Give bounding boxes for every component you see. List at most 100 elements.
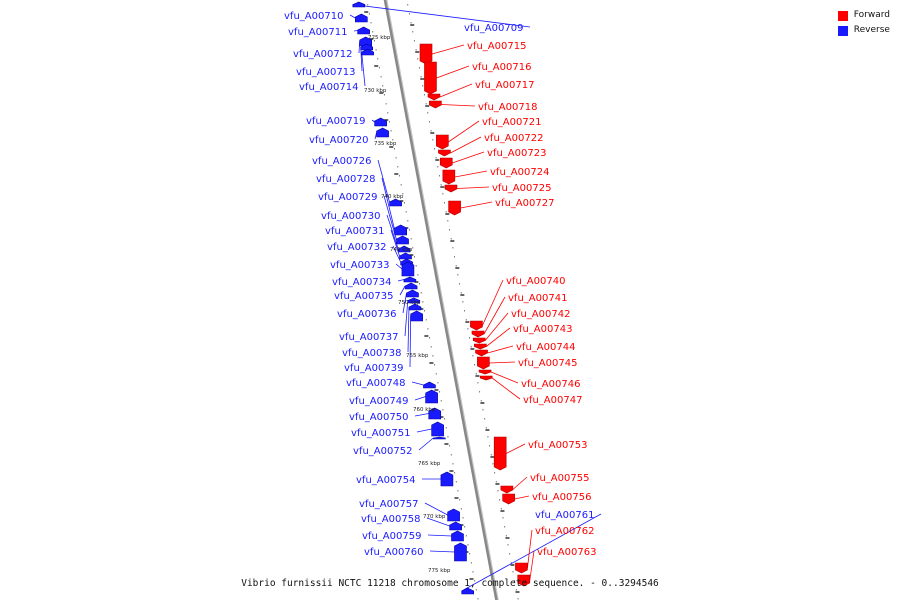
gene-arrow[interactable] — [438, 149, 451, 157]
gene-label[interactable]: vfu_A00737 — [339, 332, 398, 343]
gene-label[interactable]: vfu_A00748 — [346, 378, 405, 389]
gene-label[interactable]: vfu_A00710 — [284, 11, 343, 22]
gene-label[interactable]: vfu_A00749 — [349, 396, 408, 407]
gene-label[interactable]: vfu_A00761 — [535, 510, 594, 521]
gene-arrow[interactable] — [461, 587, 475, 595]
gene-label[interactable]: vfu_A00724 — [490, 167, 549, 178]
gene-arrow[interactable] — [471, 330, 485, 338]
gene-label[interactable]: vfu_A00745 — [518, 358, 577, 369]
gene-arrow[interactable] — [470, 320, 483, 331]
gene-label[interactable]: vfu_A00754 — [356, 475, 415, 486]
gene-label[interactable]: vfu_A00720 — [309, 135, 368, 146]
gene-label[interactable]: vfu_A00738 — [342, 348, 401, 359]
gene-arrow[interactable] — [403, 276, 417, 283]
gene-arrow[interactable] — [451, 530, 464, 542]
gene-label[interactable]: vfu_A00747 — [523, 395, 582, 406]
gene-label[interactable]: vfu_A00714 — [299, 82, 358, 93]
gene-arrow[interactable] — [410, 310, 423, 322]
gene-label[interactable]: vfu_A00736 — [337, 309, 396, 320]
gene-label[interactable]: vfu_A00734 — [332, 277, 391, 288]
gene-arrow[interactable] — [397, 245, 411, 253]
gene-arrow[interactable] — [427, 93, 441, 101]
gene-arrow[interactable] — [448, 200, 461, 216]
gene-label[interactable]: vfu_A00743 — [513, 324, 572, 335]
gene-arrow[interactable] — [477, 356, 490, 370]
gene-arrow[interactable] — [355, 13, 368, 23]
gene-label[interactable]: vfu_A00733 — [330, 260, 389, 271]
gene-arrow[interactable] — [407, 297, 421, 304]
gene-arrow[interactable] — [361, 48, 374, 56]
gene-arrow[interactable] — [454, 542, 467, 562]
gene-label[interactable]: vfu_A00762 — [535, 526, 594, 537]
gene-label[interactable]: vfu_A00741 — [508, 293, 567, 304]
gene-arrow[interactable] — [449, 521, 462, 531]
gene-arrow[interactable] — [399, 252, 412, 260]
gene-arrow[interactable] — [423, 381, 436, 389]
gene-label[interactable]: vfu_A00740 — [506, 276, 565, 287]
gene-arrow[interactable] — [447, 508, 460, 522]
gene-arrow[interactable] — [478, 369, 492, 375]
gene-arrow[interactable] — [425, 389, 438, 404]
gene-label[interactable]: vfu_A00709 — [464, 23, 523, 34]
gene-label[interactable]: vfu_A00717 — [475, 80, 534, 91]
gene-arrow[interactable] — [406, 289, 419, 298]
gene-label[interactable]: vfu_A00712 — [293, 49, 352, 60]
gene-label[interactable]: vfu_A00759 — [362, 531, 421, 542]
gene-label[interactable]: vfu_A00727 — [495, 198, 554, 209]
gene-arrow[interactable] — [408, 303, 422, 311]
gene-arrow[interactable] — [515, 562, 528, 574]
gene-label[interactable]: vfu_A00757 — [359, 499, 418, 510]
gene-arrow[interactable] — [440, 471, 454, 487]
gene-arrow[interactable] — [502, 493, 515, 505]
gene-arrow[interactable] — [500, 485, 514, 494]
gene-label[interactable]: vfu_A00725 — [492, 183, 551, 194]
gene-arrow[interactable] — [472, 337, 486, 344]
gene-label[interactable]: vfu_A00713 — [296, 67, 355, 78]
gene-arrow[interactable] — [424, 61, 437, 95]
gene-arrow[interactable] — [436, 134, 449, 150]
gene-arrow[interactable] — [357, 26, 370, 35]
gene-label[interactable]: vfu_A00711 — [288, 27, 347, 38]
gene-label[interactable]: vfu_A00723 — [487, 148, 546, 159]
gene-label[interactable]: vfu_A00760 — [364, 547, 423, 558]
gene-label[interactable]: vfu_A00716 — [472, 62, 531, 73]
gene-label[interactable]: vfu_A00731 — [325, 226, 384, 237]
gene-arrow[interactable] — [419, 43, 433, 65]
gene-arrow[interactable] — [517, 574, 531, 587]
gene-arrow[interactable] — [433, 436, 446, 440]
gene-label[interactable]: vfu_A00739 — [344, 363, 403, 374]
gene-arrow[interactable] — [394, 224, 407, 236]
gene-label[interactable]: vfu_A00752 — [353, 446, 412, 457]
gene-arrow[interactable] — [359, 36, 372, 47]
gene-label[interactable]: vfu_A00750 — [349, 412, 408, 423]
gene-label[interactable]: vfu_A00746 — [521, 379, 580, 390]
gene-arrow[interactable] — [428, 407, 442, 420]
gene-arrow[interactable] — [374, 117, 387, 127]
gene-label[interactable]: vfu_A00730 — [321, 211, 380, 222]
gene-arrow[interactable] — [431, 421, 444, 437]
gene-arrow[interactable] — [396, 235, 409, 245]
gene-arrow[interactable] — [474, 343, 487, 350]
gene-label[interactable]: vfu_A00719 — [306, 116, 365, 127]
gene-label[interactable]: vfu_A00753 — [528, 440, 587, 451]
gene-label[interactable]: vfu_A00721 — [482, 117, 541, 128]
gene-arrow[interactable] — [404, 282, 418, 290]
gene-label[interactable]: vfu_A00758 — [361, 514, 420, 525]
gene-label[interactable]: vfu_A00755 — [530, 473, 589, 484]
gene-arrow[interactable] — [389, 198, 402, 207]
gene-label[interactable]: vfu_A00715 — [467, 41, 526, 52]
gene-label[interactable]: vfu_A00742 — [511, 309, 570, 320]
gene-arrow[interactable] — [401, 261, 415, 277]
gene-arrow[interactable] — [444, 184, 458, 193]
gene-arrow[interactable] — [479, 375, 493, 381]
gene-arrow[interactable] — [439, 157, 453, 169]
gene-arrow[interactable] — [429, 100, 442, 109]
gene-label[interactable]: vfu_A00763 — [537, 547, 596, 558]
gene-label[interactable]: vfu_A00735 — [334, 291, 393, 302]
gene-arrow[interactable] — [442, 169, 456, 185]
gene-label[interactable]: vfu_A00728 — [316, 174, 375, 185]
gene-label[interactable]: vfu_A00751 — [351, 428, 410, 439]
gene-label[interactable]: vfu_A00726 — [312, 156, 371, 167]
gene-label[interactable]: vfu_A00729 — [318, 192, 377, 203]
gene-label[interactable]: vfu_A00718 — [478, 102, 537, 113]
